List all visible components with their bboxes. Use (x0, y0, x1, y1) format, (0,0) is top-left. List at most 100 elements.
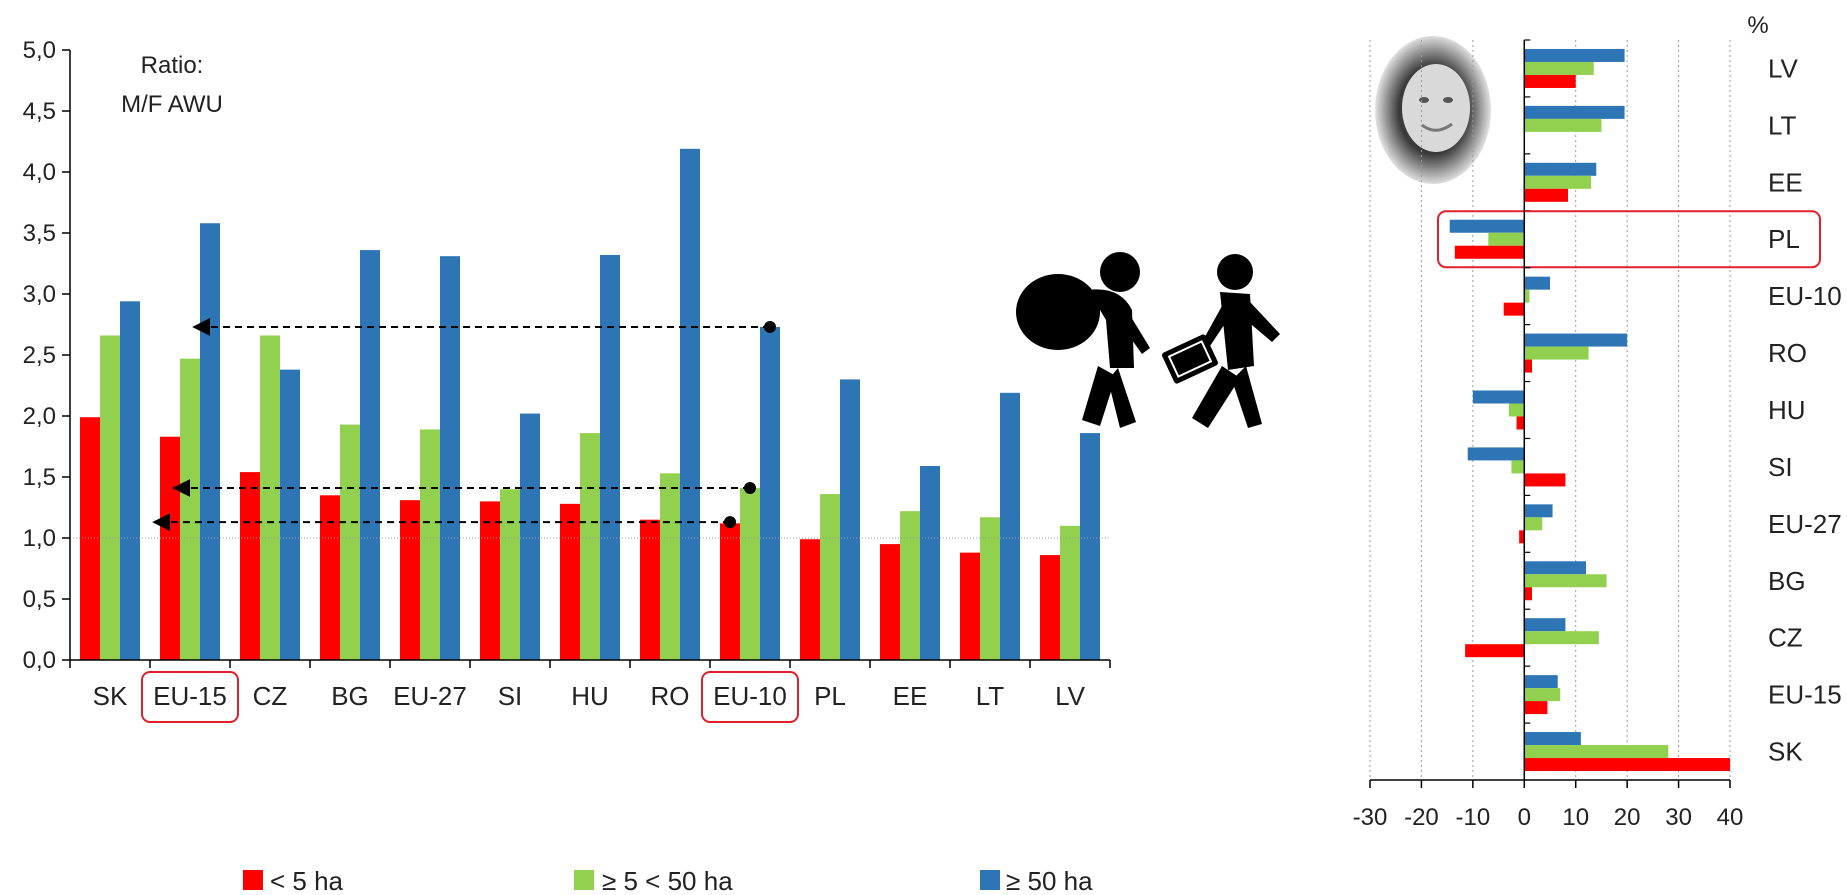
bar-eu-10-50-ha (760, 326, 780, 660)
bar-sk-5-ha (80, 417, 100, 660)
right-x-tick-label: 0 (1518, 804, 1531, 831)
right-y-label-cz: CZ (1768, 623, 1803, 653)
y-tick-label: 0,0 (23, 647, 56, 674)
bar-ro-50-ha (680, 148, 700, 660)
right-y-label-hu: HU (1768, 395, 1806, 425)
x-tick-label-lt: LT (976, 681, 1005, 711)
bar-eu-27-50-ha (440, 256, 460, 660)
hbar-eu-15-5-50-ha (1524, 688, 1561, 702)
hbar-sk-50-ha (1524, 732, 1581, 746)
hbar-eu-10-50-ha (1524, 276, 1550, 290)
hbar-lt-50-ha (1524, 105, 1625, 119)
hbar-eu-15-5-ha (1524, 701, 1548, 715)
bar-ee-50-ha (920, 466, 940, 660)
bar-hu-5-ha (560, 503, 580, 660)
hbar-ro-50-ha (1524, 333, 1628, 347)
right-x-tick-label: -30 (1353, 804, 1388, 831)
hbar-eu-10-5-ha (1503, 302, 1525, 316)
ratio-label-line2: M/F AWU (121, 91, 223, 118)
right-y-label-eu-27: EU-27 (1768, 509, 1842, 539)
x-tick-label-ee: EE (893, 681, 928, 711)
right-x-tick-label: 30 (1665, 804, 1692, 831)
hbar-lt-5-50-ha (1524, 118, 1602, 132)
right-x-tick-label: -20 (1404, 804, 1439, 831)
right-y-label-eu-10: EU-10 (1768, 281, 1842, 311)
hbar-pl-5-ha (1454, 245, 1525, 259)
highlight-box-pl (1437, 210, 1821, 269)
y-tick-label: 4,5 (23, 98, 56, 125)
right-y-label-lv: LV (1768, 53, 1799, 83)
right-y-label-ee: EE (1768, 167, 1803, 197)
bar-cz-5-50-ha (260, 335, 280, 660)
bar-ee-5-ha (880, 544, 900, 660)
right-axes: -30 -20 -10 0 10 20 30 40 LV LT EE PL EU-10 RO HU SI EU-… (1353, 39, 1842, 831)
x-tick-label-lv: LV (1055, 681, 1086, 711)
hbar-sk-5-ha (1524, 758, 1730, 772)
bar-eu-27-5-50-ha (420, 429, 440, 660)
comparison-arrow-origin-3 (724, 516, 736, 529)
hbar-pl-50-ha (1449, 219, 1525, 233)
bar-si-50-ha (520, 413, 540, 660)
bar-eu-10-5-50-ha (740, 487, 760, 660)
x-tick-label-hu: HU (571, 681, 609, 711)
bar-cz-5-ha (240, 472, 260, 660)
bar-cz-50-ha (280, 369, 300, 660)
bar-ee-5-50-ha (900, 511, 920, 660)
x-tick-label-eu-10: EU-10 (713, 681, 787, 711)
hbar-cz-50-ha (1524, 618, 1566, 632)
bar-si-5-50-ha (500, 489, 520, 660)
bar-eu-27-5-ha (400, 500, 420, 660)
right-bar-chart: -30 -20 -10 0 10 20 30 40 LV LT EE PL EU-10 RO HU SI EU-… (1353, 12, 1842, 831)
hbar-eu-15-50-ha (1524, 675, 1558, 689)
bar-sk-50-ha (120, 301, 140, 660)
right-x-tick-label: -10 (1456, 804, 1491, 831)
bar-lv-50-ha (1080, 433, 1100, 660)
x-tick-label-si: SI (498, 681, 523, 711)
right-x-tick-label: 20 (1614, 804, 1641, 831)
hbar-cz-5-50-ha (1524, 631, 1599, 645)
farmer-with-sack-icon (1016, 252, 1150, 428)
hbar-si-50-ha (1467, 447, 1525, 461)
left-axes: SK EU-15 CZ BG EU-27 SI HU RO EU-10 PL EE LT LV 0,0 0,… (23, 37, 1111, 723)
hbar-lv-5-ha (1524, 74, 1576, 88)
x-tick-label-eu-27: EU-27 (393, 681, 467, 711)
comparison-arrows (152, 317, 776, 532)
bar-lt-5-ha (960, 552, 980, 660)
bar-pl-5-ha (800, 539, 820, 660)
hbar-sk-5-50-ha (1524, 745, 1669, 759)
comparison-arrow-origin-1 (764, 320, 776, 333)
hbar-eu-27-50-ha (1524, 504, 1553, 518)
bar-sk-5-50-ha (100, 335, 120, 660)
highlight-box-eu-15 (141, 671, 239, 723)
bar-hu-50-ha (600, 254, 620, 660)
businessman-with-briefcase-icon (1162, 254, 1280, 428)
legend: < 5 ha ≥ 5 < 50 ha ≥ 50 ha (243, 866, 1093, 895)
hbar-lv-5-50-ha (1524, 61, 1594, 75)
legend-swatch-lt5 (243, 870, 263, 890)
ratio-label-line1: Ratio: (141, 52, 204, 79)
comparison-arrow-origin-2 (744, 481, 756, 494)
hbar-si-5-50-ha (1511, 460, 1525, 474)
right-y-label-lt: LT (1768, 110, 1797, 140)
left-bars (80, 148, 1100, 661)
left-bar-chart: SK EU-15 CZ BG EU-27 SI HU RO EU-10 PL EE LT LV 0,0 0,… (23, 37, 1111, 723)
y-tick-label: 5,0 (23, 37, 56, 64)
bar-bg-50-ha (360, 250, 380, 660)
y-tick-label: 1,0 (23, 525, 56, 552)
bar-eu-15-50-ha (200, 223, 220, 661)
bar-eu-15-5-50-ha (180, 358, 200, 660)
right-y-label-eu-15: EU-15 (1768, 680, 1842, 710)
y-tick-label: 2,0 (23, 403, 56, 430)
bar-eu-15-5-ha (160, 436, 180, 660)
hbar-si-5-ha (1524, 473, 1566, 487)
x-tick-label-ro: RO (651, 681, 690, 711)
y-tick-label: 3,0 (23, 281, 56, 308)
legend-swatch-ge50 (980, 870, 1000, 890)
bar-pl-50-ha (840, 379, 860, 660)
hbar-cz-5-ha (1465, 644, 1525, 658)
legend-label-lt5: < 5 ha (270, 866, 344, 895)
hbar-bg-5-ha (1524, 587, 1532, 601)
y-tick-label: 2,5 (23, 342, 56, 369)
hbar-eu-27-5-50-ha (1524, 517, 1543, 531)
